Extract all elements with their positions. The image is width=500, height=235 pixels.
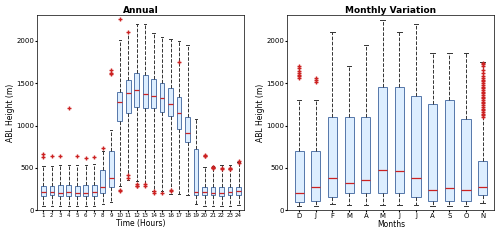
PathPatch shape bbox=[177, 97, 182, 129]
PathPatch shape bbox=[100, 170, 105, 193]
PathPatch shape bbox=[445, 100, 454, 201]
PathPatch shape bbox=[219, 187, 224, 196]
PathPatch shape bbox=[362, 117, 370, 193]
PathPatch shape bbox=[394, 87, 404, 193]
PathPatch shape bbox=[126, 80, 130, 113]
PathPatch shape bbox=[202, 187, 207, 196]
X-axis label: Time (Hours): Time (Hours) bbox=[116, 219, 166, 228]
PathPatch shape bbox=[412, 96, 420, 197]
PathPatch shape bbox=[50, 186, 54, 196]
PathPatch shape bbox=[143, 75, 148, 108]
PathPatch shape bbox=[58, 185, 62, 196]
PathPatch shape bbox=[428, 104, 438, 201]
PathPatch shape bbox=[118, 92, 122, 121]
PathPatch shape bbox=[41, 186, 46, 196]
Y-axis label: ABL Height (m): ABL Height (m) bbox=[6, 84, 15, 142]
Title: Monthly Variation: Monthly Variation bbox=[346, 6, 436, 15]
PathPatch shape bbox=[236, 187, 241, 195]
PathPatch shape bbox=[168, 88, 173, 116]
PathPatch shape bbox=[328, 117, 337, 197]
PathPatch shape bbox=[378, 87, 387, 193]
PathPatch shape bbox=[194, 149, 198, 195]
PathPatch shape bbox=[75, 186, 80, 196]
PathPatch shape bbox=[152, 79, 156, 108]
PathPatch shape bbox=[109, 151, 114, 187]
PathPatch shape bbox=[92, 185, 96, 196]
PathPatch shape bbox=[344, 117, 354, 193]
PathPatch shape bbox=[228, 187, 232, 196]
PathPatch shape bbox=[294, 151, 304, 202]
PathPatch shape bbox=[311, 151, 320, 201]
PathPatch shape bbox=[134, 73, 139, 107]
PathPatch shape bbox=[210, 187, 216, 196]
Title: Annual: Annual bbox=[123, 6, 159, 15]
PathPatch shape bbox=[160, 83, 164, 112]
PathPatch shape bbox=[186, 117, 190, 142]
PathPatch shape bbox=[66, 185, 71, 196]
X-axis label: Months: Months bbox=[377, 220, 405, 229]
PathPatch shape bbox=[478, 161, 488, 195]
PathPatch shape bbox=[462, 119, 470, 201]
PathPatch shape bbox=[84, 185, 88, 196]
Y-axis label: ABL Height (m): ABL Height (m) bbox=[256, 84, 264, 142]
